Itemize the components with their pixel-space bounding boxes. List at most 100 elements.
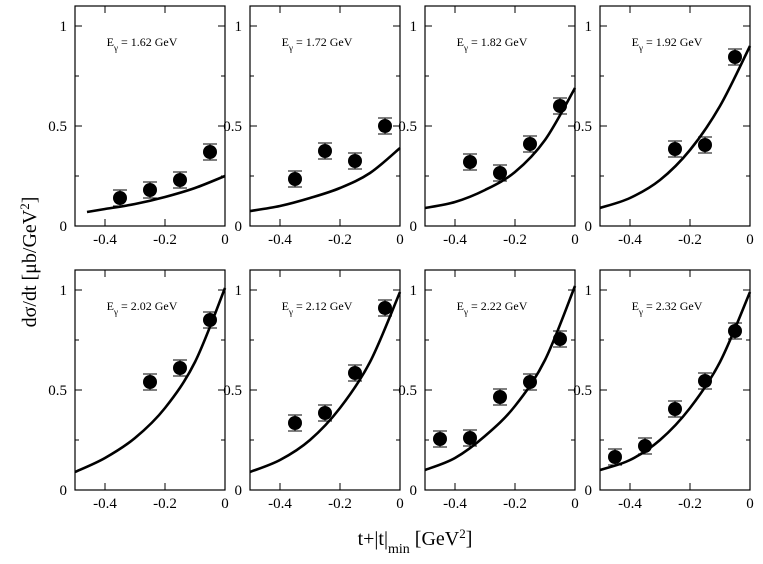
theory-curve (74, 287, 227, 474)
x-tick-label: -0.2 (678, 232, 702, 248)
data-marker (173, 173, 187, 187)
data-marker (113, 191, 127, 205)
data-marker (668, 142, 682, 156)
y-tick-label: 1 (585, 283, 593, 299)
data-marker (378, 119, 392, 133)
data-marker (318, 406, 332, 420)
data-point (608, 448, 622, 466)
panel-frame (249, 5, 401, 227)
theory-curve (424, 285, 577, 472)
y-tick-label: 0.5 (48, 383, 67, 399)
x-tick-label: -0.4 (268, 496, 292, 512)
data-marker (318, 144, 332, 158)
data-point (493, 164, 507, 182)
data-marker (668, 402, 682, 416)
panel-energy-label: Eγ = 1.62 GeV (107, 35, 178, 53)
panel-energy-label: Eγ = 1.92 GeV (632, 35, 703, 53)
y-tick-label: 0 (585, 219, 593, 235)
x-tick-label: -0.4 (618, 496, 642, 512)
data-marker (728, 50, 742, 64)
data-point (493, 388, 507, 406)
x-tick-label: -0.2 (153, 496, 177, 512)
x-tick-label: 0 (571, 496, 579, 512)
theory-curve (599, 291, 752, 472)
x-tick-label: -0.2 (678, 496, 702, 512)
data-marker (638, 439, 652, 453)
data-marker (728, 324, 742, 338)
y-tick-label: 0.5 (573, 383, 592, 399)
data-point (143, 181, 157, 199)
x-tick-label: 0 (746, 496, 754, 512)
y-tick-label: 0.5 (223, 119, 242, 135)
x-tick-label: 0 (396, 496, 404, 512)
data-point (698, 372, 712, 390)
y-tick-label: 1 (60, 19, 68, 35)
y-tick-label: 1 (60, 283, 68, 299)
data-marker (608, 450, 622, 464)
y-tick-label: 0.5 (398, 119, 417, 135)
panel-5: -0.4 -0.2 0 0 0.5 1 Eγ = 2.02 GeV (48, 269, 229, 512)
data-point (318, 142, 332, 160)
y-tick-label: 0 (585, 483, 593, 499)
data-point (203, 311, 217, 329)
data-marker (463, 155, 477, 169)
x-tick-label: 0 (746, 232, 754, 248)
x-tick-label: 0 (571, 232, 579, 248)
y-tick-label: 0.5 (48, 119, 67, 135)
data-marker (348, 366, 362, 380)
data-point (378, 117, 392, 135)
data-marker (378, 301, 392, 315)
data-marker (288, 172, 302, 186)
data-marker (523, 137, 537, 151)
x-tick-label: -0.4 (443, 496, 467, 512)
data-point (728, 48, 742, 66)
x-tick-label: -0.2 (328, 496, 352, 512)
panel-1: -0.4 -0.2 0 0 0.5 1 Eγ = 1.62 GeV (48, 5, 229, 248)
y-tick-label: 0.5 (573, 119, 592, 135)
data-marker (288, 416, 302, 430)
theory-curve (424, 87, 577, 210)
y-tick-label: 0 (235, 483, 243, 499)
data-marker (523, 375, 537, 389)
y-tick-label: 1 (410, 19, 418, 35)
data-point (318, 404, 332, 422)
y-tick-label: 0 (60, 483, 68, 499)
data-point (463, 429, 477, 447)
data-marker (203, 145, 217, 159)
y-tick-label: 1 (410, 283, 418, 299)
y-tick-label: 0 (60, 219, 68, 235)
panel-frame (74, 269, 226, 491)
panel-frame (424, 269, 576, 491)
theory-curve (86, 174, 226, 214)
data-point (378, 299, 392, 317)
data-point (143, 373, 157, 391)
x-tick-label: -0.4 (93, 496, 117, 512)
x-tick-label: -0.4 (618, 232, 642, 248)
data-point (523, 373, 537, 391)
data-marker (698, 374, 712, 388)
data-marker (698, 138, 712, 152)
data-marker (433, 432, 447, 446)
x-tick-label: -0.2 (503, 232, 527, 248)
data-point (288, 170, 302, 188)
data-point (348, 364, 362, 382)
x-tick-label: 0 (221, 232, 229, 248)
data-point (553, 330, 567, 348)
y-tick-label: 0.5 (398, 383, 417, 399)
data-marker (463, 431, 477, 445)
data-point (553, 97, 567, 115)
data-point (288, 414, 302, 432)
data-point (203, 143, 217, 161)
x-tick-label: -0.2 (503, 496, 527, 512)
data-point (668, 140, 682, 158)
data-point (668, 400, 682, 418)
y-tick-label: 0 (410, 483, 418, 499)
theory-curve (249, 291, 402, 474)
panel-energy-label: Eγ = 1.82 GeV (457, 35, 528, 53)
